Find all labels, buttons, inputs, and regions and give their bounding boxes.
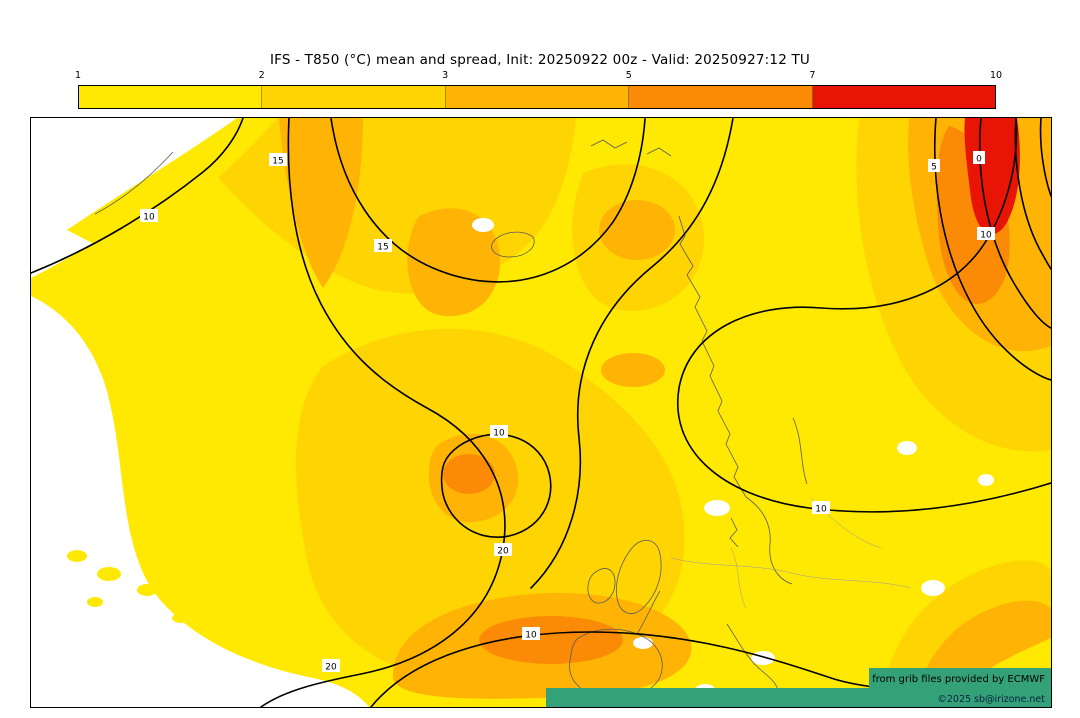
spread-legend: 1 2 3 5 7 10 — [74, 70, 1002, 114]
contour-label: 10 — [977, 227, 995, 241]
map-frame: 15 10 15 20 20 10 10 10 5 0 10 from grib files pro… — [30, 117, 1052, 708]
attribution-line2: ©2025 sb@irizone.net — [937, 694, 1045, 705]
contour-label: 5 — [928, 159, 940, 173]
contour-label: 15 — [374, 239, 392, 253]
legend-tick: 10 — [989, 70, 1003, 81]
svg-text:10: 10 — [980, 231, 992, 241]
contour-label: 10 — [490, 425, 508, 439]
svg-text:20: 20 — [497, 547, 509, 557]
page-title: IFS - T850 (°C) mean and spread, Init: 2… — [269, 52, 811, 68]
svg-text:20: 20 — [325, 663, 337, 673]
svg-text:0: 0 — [976, 155, 982, 165]
legend-bar — [78, 85, 996, 109]
svg-text:10: 10 — [815, 505, 827, 515]
contour-label: 20 — [322, 659, 340, 673]
legend-segment — [262, 86, 446, 108]
legend-tick: 2 — [258, 70, 265, 81]
svg-text:5: 5 — [931, 163, 937, 173]
legend-tick-labels: 1 2 3 5 7 10 — [74, 70, 1002, 84]
contour-label-layer: 15 10 15 20 20 10 10 10 5 0 10 — [140, 151, 995, 673]
contour-label: 20 — [494, 543, 512, 557]
attribution: from grib files provided by ECMWF ©2025 … — [546, 668, 1051, 707]
legend-tick: 7 — [809, 70, 816, 81]
attribution-line1: from grib files provided by ECMWF — [872, 674, 1045, 685]
legend-tick: 3 — [442, 70, 449, 81]
svg-text:10: 10 — [143, 213, 155, 223]
contour-label: 0 — [973, 151, 985, 165]
legend-segment — [629, 86, 813, 108]
weather-map-svg: 15 10 15 20 20 10 10 10 5 0 10 from grib files pro… — [31, 118, 1051, 707]
svg-text:10: 10 — [525, 631, 537, 641]
contour-label: 10 — [140, 209, 158, 223]
svg-text:15: 15 — [377, 243, 388, 253]
svg-text:15: 15 — [272, 157, 283, 167]
legend-tick: 5 — [625, 70, 632, 81]
legend-segment — [812, 86, 996, 108]
contour-label: 15 — [269, 153, 287, 167]
legend-tick: 1 — [74, 70, 82, 81]
svg-text:10: 10 — [493, 429, 505, 439]
spread-7-10-layer — [964, 118, 1020, 235]
contour-label: 10 — [812, 501, 830, 515]
legend-segment — [445, 86, 630, 108]
legend-segment — [79, 86, 263, 108]
contour-label: 10 — [522, 627, 540, 641]
